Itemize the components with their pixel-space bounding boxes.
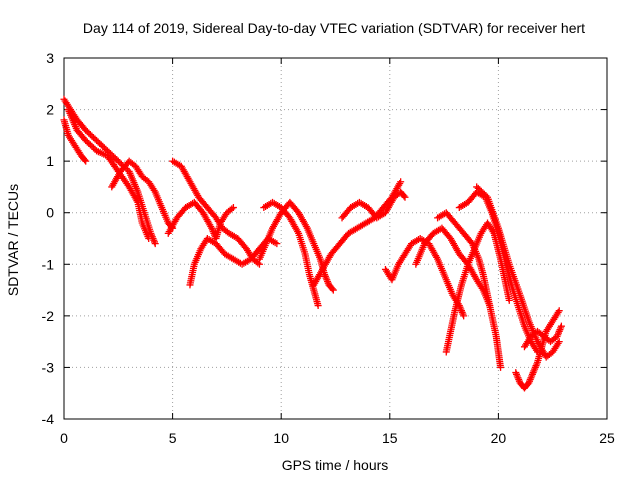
x-tick-label: 25 — [599, 430, 615, 446]
x-tick-label: 20 — [491, 430, 507, 446]
x-tick-label: 5 — [169, 430, 177, 446]
data-point-plus — [229, 204, 237, 212]
data-point-plus — [82, 157, 90, 165]
y-tick-label: -3 — [42, 359, 55, 375]
data-point-plus — [328, 285, 336, 293]
data-point-plus — [314, 302, 322, 310]
chart-title: Day 114 of 2019, Sidereal Day-to-day VTE… — [83, 20, 585, 36]
series-arc-11 — [338, 188, 409, 222]
data-point-plus — [329, 286, 337, 294]
data-point-plus — [401, 193, 409, 201]
series-arc-8 — [255, 198, 337, 294]
series-arc-6 — [164, 198, 237, 242]
y-tick-label: 0 — [46, 205, 54, 221]
y-axis-label: SDTVAR / TECUs — [5, 184, 21, 296]
series-arc-9 — [260, 198, 322, 310]
data-point-plus — [254, 259, 262, 267]
series-arc-2 — [60, 116, 90, 165]
series-arc-5 — [169, 157, 263, 268]
data-point-plus — [81, 156, 89, 164]
x-axis-label: GPS time / hours — [282, 457, 389, 473]
series-arc-4 — [108, 157, 177, 232]
data-point-plus — [555, 307, 563, 315]
series-arc-12 — [381, 235, 468, 320]
series-arc-19 — [520, 322, 565, 351]
data-point-plus — [151, 240, 159, 248]
y-tick-label: 2 — [46, 102, 54, 118]
data-point-plus — [557, 322, 565, 330]
data-point-plus — [555, 338, 563, 346]
data-point-plus — [145, 235, 153, 242]
data-point-plus — [460, 312, 468, 320]
axis-ticks — [63, 57, 608, 420]
y-tick-label: -2 — [42, 308, 55, 324]
y-tick-label: 3 — [46, 50, 54, 66]
series-arc-17 — [473, 183, 563, 361]
series-arc-14 — [442, 219, 513, 356]
y-tick-label: -4 — [42, 411, 55, 427]
data-point-plus — [273, 240, 281, 248]
data-point-plus — [482, 192, 490, 200]
y-tick-label: 1 — [46, 153, 54, 169]
y-tick-labels: -4 -3 -2 -1 0 1 2 3 — [42, 50, 55, 427]
data-point-plus — [505, 296, 513, 304]
x-tick-label: 0 — [60, 430, 68, 446]
data-points — [60, 95, 565, 392]
plot-frame — [63, 57, 608, 420]
y-tick-label: -1 — [42, 256, 55, 272]
x-tick-labels: 0 5 10 15 20 25 — [60, 430, 615, 446]
grid-lines — [64, 58, 607, 419]
data-point-plus — [400, 192, 408, 200]
data-point-plus — [497, 363, 505, 371]
series-arc-15 — [434, 209, 505, 371]
x-tick-label: 10 — [273, 430, 289, 446]
data-point-plus — [228, 205, 236, 213]
x-tick-label: 15 — [382, 430, 398, 446]
data-point-plus — [397, 178, 405, 186]
